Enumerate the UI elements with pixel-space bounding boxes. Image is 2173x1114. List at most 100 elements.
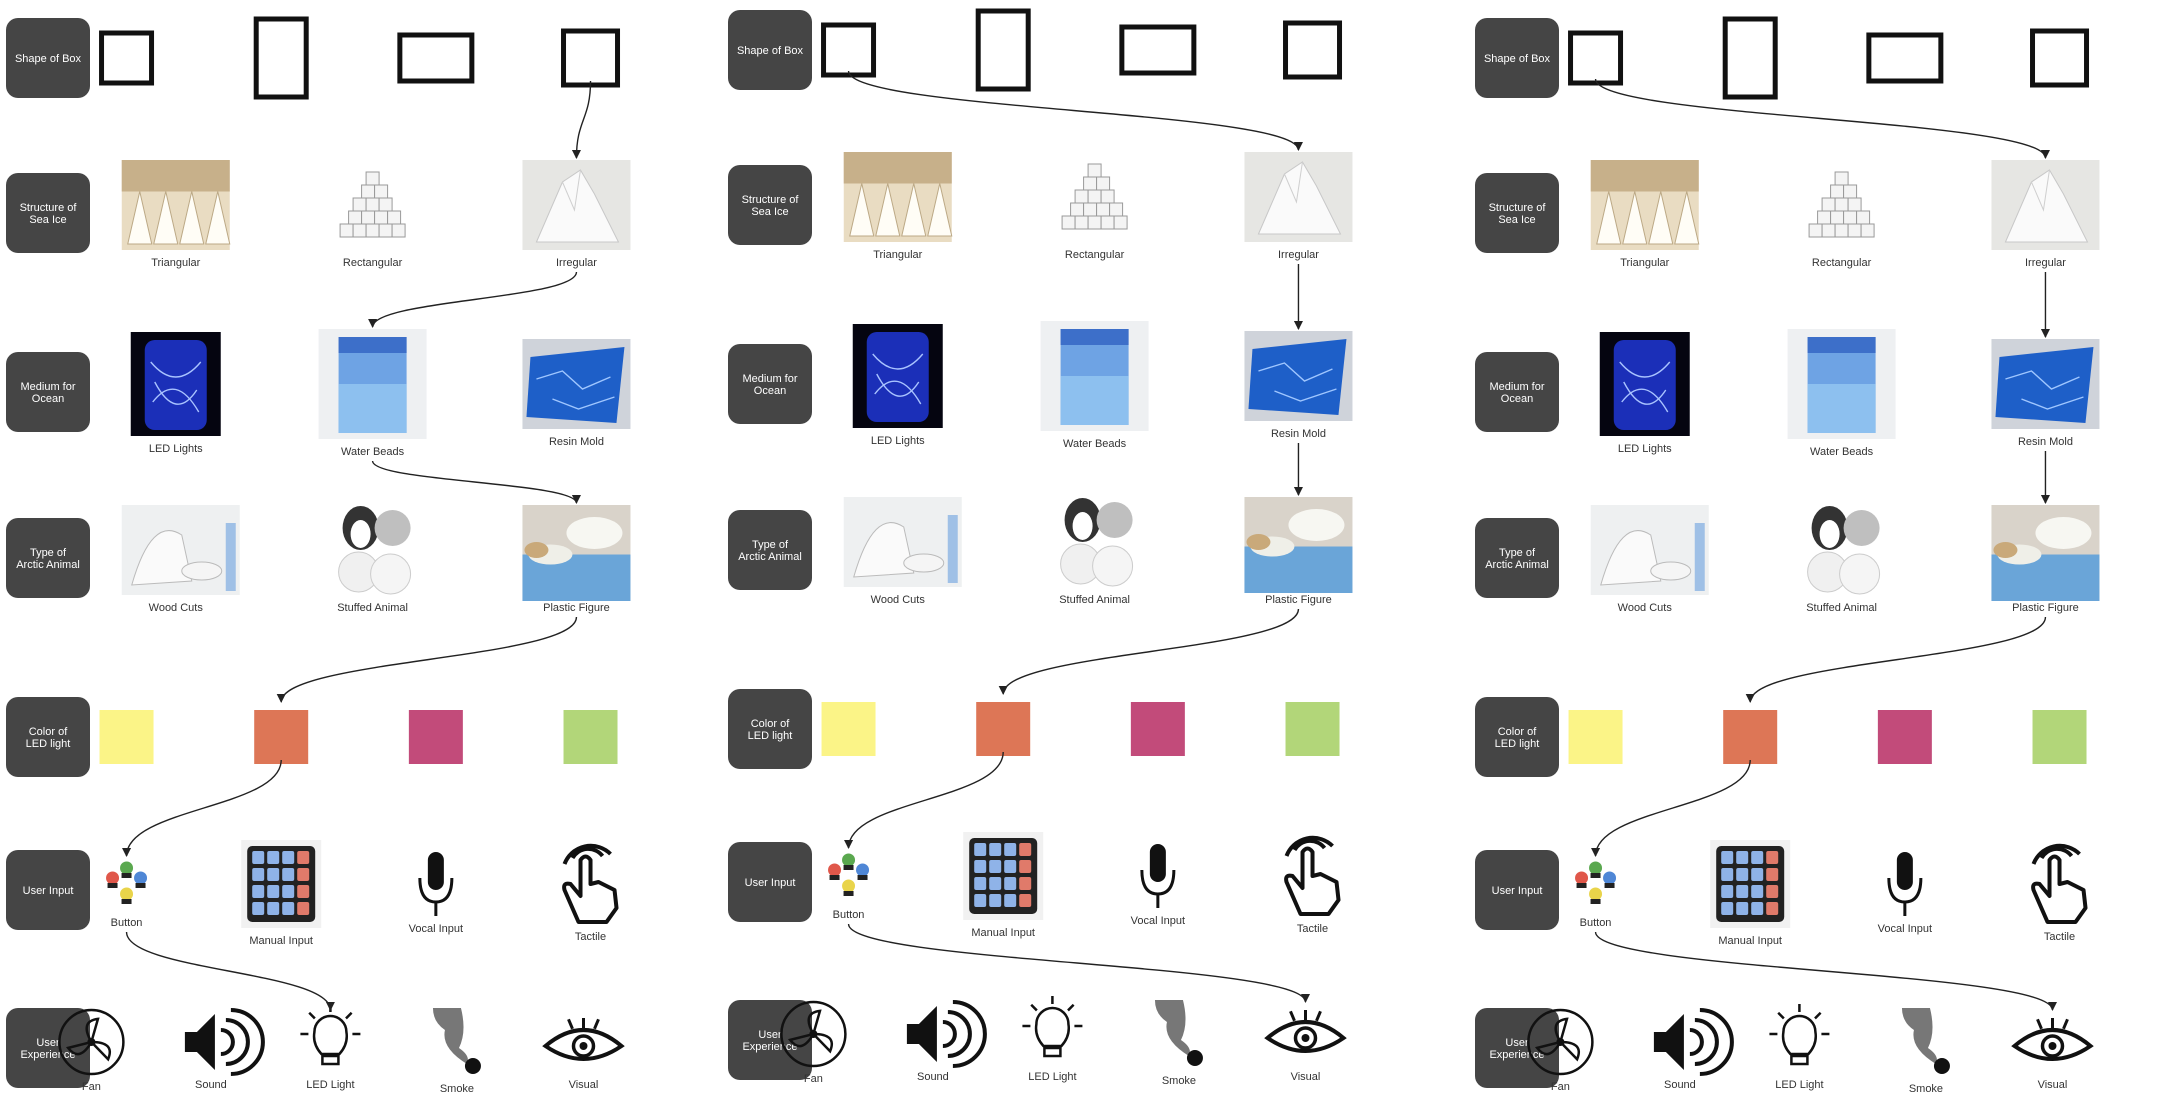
option-item-2 <box>975 8 1031 92</box>
selection-connector <box>844 751 1004 849</box>
option-sound: Sound <box>906 1000 987 1083</box>
option-item-3 <box>1866 32 1944 84</box>
option-water-beads: Water Beads <box>1787 329 1896 458</box>
option-tactile: Tactile <box>2031 843 2088 943</box>
keypad-icon <box>963 832 1044 920</box>
option-vocal-input: Vocal Input <box>409 852 463 935</box>
selection-connector <box>371 460 581 504</box>
row-label-pill <box>728 344 812 424</box>
row-label-pill <box>6 352 90 432</box>
option-irregular: Irregular <box>1244 152 1353 261</box>
color-swatch <box>2032 710 2087 764</box>
option-item-4 <box>1283 20 1343 80</box>
option-visual: Visual <box>2011 1018 2094 1091</box>
option-label: Vocal Input <box>1878 923 1932 935</box>
row-label: Type of Arctic Animal <box>738 539 802 563</box>
option-item-3 <box>397 32 475 84</box>
option-water-beads: Water Beads <box>318 329 427 458</box>
option-label: Rectangular <box>343 257 403 269</box>
option-label: Water Beads <box>1063 438 1127 450</box>
option-label: Sound <box>1664 1079 1696 1091</box>
option-led-light: LED Light <box>300 1004 361 1091</box>
row-label: Structure of Sea Ice <box>1489 202 1547 226</box>
row-label: User Input <box>23 885 74 897</box>
option-irregular: Irregular <box>522 160 631 269</box>
button-icon <box>828 853 870 896</box>
option-label: Tactile <box>2044 931 2075 943</box>
option-label: Smoke <box>440 1083 474 1095</box>
row-4: Type of Arctic Animal Wood Cuts Stuffed Ani… <box>6 505 631 614</box>
option-stuffed-animal: Stuffed Animal <box>1806 506 1881 614</box>
speaker-icon <box>184 1008 265 1076</box>
row-label-pill <box>6 850 90 930</box>
option-item-2 <box>976 702 1031 756</box>
row-label: Type of Arctic Animal <box>16 547 80 571</box>
option-label: Smoke <box>1162 1075 1196 1087</box>
keypad-icon <box>1710 840 1791 928</box>
panel-2: Shape of Box Structure of Sea Ice Triangula… <box>728 8 1353 1087</box>
option-item-3 <box>408 710 463 764</box>
option-item-1 <box>821 22 877 78</box>
option-item-1 <box>1568 710 1623 764</box>
button-icon <box>106 861 148 904</box>
option-item-4 <box>563 710 618 764</box>
option-tactile: Tactile <box>1284 835 1341 935</box>
option-button: Button <box>828 853 870 921</box>
option-item-3 <box>1119 24 1197 76</box>
option-label: Button <box>833 909 865 921</box>
speaker-icon <box>906 1000 987 1068</box>
option-sound: Sound <box>1653 1008 1734 1091</box>
row-label-pill <box>6 518 90 598</box>
row-4: Type of Arctic Animal Wood Cuts Stuffed Ani… <box>728 497 1353 606</box>
option-label: Wood Cuts <box>871 594 926 606</box>
row-label: Shape of Box <box>15 53 82 65</box>
option-label: Plastic Figure <box>2012 602 2079 614</box>
selection-connector <box>122 759 282 857</box>
row-label-pill <box>6 18 90 98</box>
row-label: Color of LED light <box>748 718 793 742</box>
option-wood-cuts: Wood Cuts <box>121 505 240 614</box>
row-label: Medium for Ocean <box>20 381 75 405</box>
button-icon <box>1575 861 1617 904</box>
color-swatch <box>563 710 618 764</box>
option-label: Triangular <box>1620 257 1669 269</box>
selection-connector <box>368 271 578 328</box>
row-label-pill <box>6 1008 90 1088</box>
option-label: Fan <box>804 1073 823 1085</box>
row-1: Shape of Box <box>6 16 621 100</box>
option-label: Water Beads <box>1810 446 1874 458</box>
option-item-1 <box>1568 30 1624 86</box>
option-item-1 <box>821 702 876 756</box>
row-label: Structure of Sea Ice <box>20 202 78 226</box>
row-3: Medium for Ocean LED Lights Water Beads Resi… <box>1475 329 2100 458</box>
color-swatch <box>254 710 309 764</box>
option-smoke: Smoke <box>432 1008 481 1095</box>
selection-connector <box>571 80 592 159</box>
option-sound: Sound <box>184 1008 265 1091</box>
option-item-2 <box>1722 16 1778 100</box>
option-label: Manual Input <box>1718 935 1782 947</box>
option-label: Resin Mold <box>549 436 604 448</box>
option-label: Stuffed Animal <box>1059 594 1130 606</box>
selection-connector <box>1594 78 2050 159</box>
option-item-4 <box>2032 710 2087 764</box>
option-item-3 <box>1877 710 1932 764</box>
selection-connector <box>847 70 1303 151</box>
color-swatch <box>1285 702 1340 756</box>
color-swatch <box>408 710 463 764</box>
option-led-lights: LED Lights <box>1599 332 1690 455</box>
option-label: LED Light <box>306 1079 354 1091</box>
eye-icon <box>542 1018 625 1061</box>
row-4: Type of Arctic Animal Wood Cuts Stuffed Ani… <box>1475 505 2100 614</box>
option-label: Resin Mold <box>2018 436 2073 448</box>
option-plastic-figure: Plastic Figure <box>1244 497 1353 606</box>
row-label-pill <box>1475 18 1559 98</box>
tap-icon <box>2031 843 2088 924</box>
selection-connector <box>1594 931 2057 1011</box>
row-label-pill <box>1475 173 1559 253</box>
option-item-4 <box>561 28 621 88</box>
option-resin-mold: Resin Mold <box>1991 339 2100 448</box>
row-label-pill <box>1475 697 1559 777</box>
